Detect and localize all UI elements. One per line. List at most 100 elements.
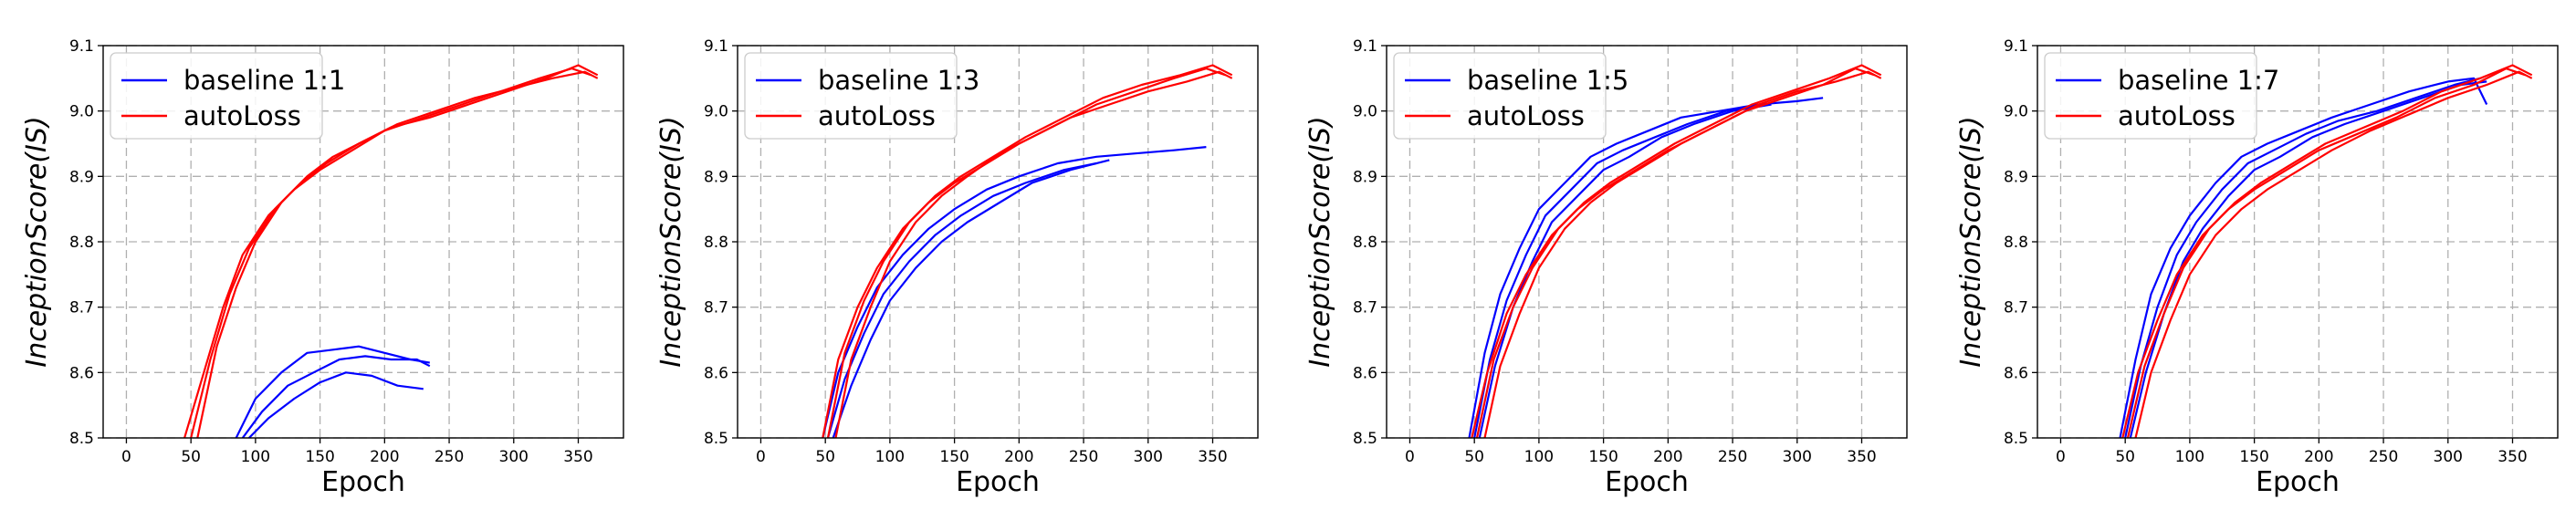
series-line-3	[832, 159, 1110, 438]
y-tick-label: 8.6	[69, 364, 94, 382]
y-tick-label: 8.8	[69, 234, 94, 252]
legend-label: baseline 1:1	[183, 65, 345, 96]
y-tick-label: 9.0	[2004, 103, 2028, 121]
x-tick-label: 0	[121, 448, 131, 466]
series-line-4	[1471, 68, 1875, 438]
x-tick-label: 150	[2239, 448, 2268, 466]
series-line-6	[196, 70, 599, 438]
legend: baseline 1:1 autoLoss	[110, 52, 345, 140]
series-line-5	[1475, 64, 1882, 438]
legend-box	[744, 52, 958, 140]
legend-label: autoLoss	[2118, 100, 2236, 131]
x-axis-label: Epoch	[321, 466, 405, 498]
y-tick-label: 8.7	[2004, 299, 2028, 317]
y-tick-label: 8.9	[1353, 168, 1377, 186]
x-tick-label: 350	[1847, 448, 1876, 466]
x-tick-label: 50	[1464, 448, 1484, 466]
series-line-2	[826, 161, 1097, 438]
x-tick-label: 250	[435, 448, 464, 466]
x-tick-label: 350	[563, 448, 592, 466]
y-tick-label: 9.1	[2004, 37, 2028, 56]
chart-panel-3: 0 50 100 150 200 250 300 350 8.5 8.6 8.7 8.8 8.9 9.0 9…	[1304, 37, 1908, 498]
y-tick-label: 8.6	[1353, 364, 1377, 382]
series-line-1	[822, 146, 1207, 438]
legend-box	[110, 52, 323, 140]
x-tick-label: 200	[1653, 448, 1682, 466]
series-line-2	[2124, 77, 2481, 438]
legend-box	[2044, 52, 2257, 140]
y-tick-label: 8.6	[2004, 364, 2028, 382]
y-tick-label: 9.0	[69, 103, 94, 121]
y-axis-label: InceptionScore(IS)	[655, 116, 687, 367]
y-tick-label: 8.8	[1353, 234, 1377, 252]
y-tick-label: 8.5	[2004, 430, 2028, 448]
x-axis-label: Epoch	[1605, 466, 1689, 498]
y-tick-label: 8.9	[704, 168, 728, 186]
x-tick-label: 300	[499, 448, 529, 466]
y-axis-label: InceptionScore(IS)	[21, 116, 53, 367]
x-tick-label: 150	[1588, 448, 1618, 466]
x-tick-label: 350	[2497, 448, 2527, 466]
x-tick-label: 200	[2304, 448, 2333, 466]
y-tick-label: 8.9	[2004, 168, 2028, 186]
series-line-3	[248, 371, 424, 438]
series-line-2	[241, 355, 431, 438]
legend: baseline 1:7 autoLoss	[2044, 52, 2279, 140]
series-line-5	[826, 64, 1233, 438]
x-tick-label: 200	[1004, 448, 1033, 466]
series-line-4	[2121, 68, 2526, 438]
y-tick-label: 9.1	[704, 37, 728, 56]
x-tick-label: 250	[1718, 448, 1747, 466]
y-tick-label: 8.8	[704, 234, 728, 252]
y-tick-label: 8.7	[69, 299, 94, 317]
x-tick-label: 150	[305, 448, 334, 466]
series-line-1	[235, 345, 430, 438]
legend-label: baseline 1:5	[1467, 65, 1628, 96]
x-tick-label: 0	[2056, 448, 2066, 466]
series-line-2	[1473, 103, 1765, 438]
legend-label: baseline 1:3	[818, 65, 979, 96]
series-line-4	[183, 68, 592, 438]
chart-panel-4: 0 50 100 150 200 250 300 350 8.5 8.6 8.7 8.8 8.9 9.0 9…	[1955, 37, 2559, 498]
x-tick-label: 250	[2369, 448, 2398, 466]
legend-label: autoLoss	[183, 100, 301, 131]
x-tick-label: 300	[1134, 448, 1163, 466]
x-tick-label: 0	[756, 448, 766, 466]
series-line-6	[2134, 70, 2533, 438]
x-axis-label: Epoch	[2256, 466, 2340, 498]
series-line-1	[1468, 97, 1824, 438]
legend: baseline 1:5 autoLoss	[1393, 52, 1628, 140]
y-tick-label: 8.7	[1353, 299, 1377, 317]
legend: baseline 1:3 autoLoss	[744, 52, 979, 140]
legend-label: autoLoss	[818, 100, 936, 131]
y-tick-label: 9.1	[1353, 37, 1377, 56]
y-tick-label: 8.5	[69, 430, 94, 448]
y-tick-label: 9.0	[704, 103, 728, 121]
series-line-5	[2126, 64, 2533, 438]
x-tick-label: 50	[815, 448, 835, 466]
y-axis-label: InceptionScore(IS)	[1955, 116, 1987, 367]
chart-panel-1: 0 50 100 150 200 250 300 350 8.5 8.6 8.7 8.8 8.9 9.0 9…	[21, 37, 624, 498]
x-tick-label: 0	[1405, 448, 1415, 466]
series-line-6	[834, 70, 1233, 438]
series-line-3	[1478, 103, 1772, 438]
x-tick-label: 100	[1524, 448, 1554, 466]
x-axis-label: Epoch	[956, 466, 1040, 498]
x-tick-label: 50	[181, 448, 201, 466]
y-tick-label: 8.6	[704, 364, 728, 382]
y-tick-label: 8.8	[2004, 234, 2028, 252]
chart-panel-2: 0 50 100 150 200 250 300 350 8.5 8.6 8.7 8.8 8.9 9.0 9…	[655, 37, 1259, 498]
y-axis-label: InceptionScore(IS)	[1304, 116, 1336, 367]
y-tick-label: 8.5	[704, 430, 728, 448]
x-tick-label: 350	[1198, 448, 1227, 466]
x-tick-label: 100	[2175, 448, 2204, 466]
x-tick-label: 200	[370, 448, 399, 466]
y-tick-label: 8.7	[704, 299, 728, 317]
legend-label: autoLoss	[1467, 100, 1585, 131]
series-line-6	[1483, 70, 1882, 438]
x-tick-label: 150	[939, 448, 969, 466]
series-line-1	[2119, 77, 2488, 438]
x-tick-label: 100	[875, 448, 905, 466]
y-tick-label: 9.1	[69, 37, 94, 56]
